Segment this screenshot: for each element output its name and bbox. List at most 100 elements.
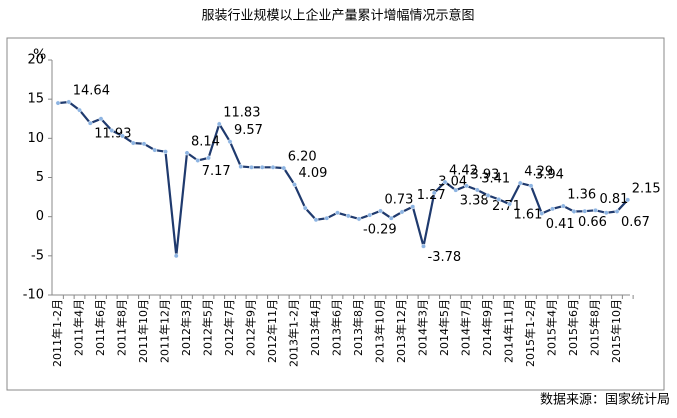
data-point: [442, 179, 448, 185]
data-point: [345, 213, 351, 219]
x-tick-label: 2012年7月: [222, 299, 236, 356]
data-label: 7.17: [202, 164, 231, 179]
data-label: 3.04: [438, 174, 467, 189]
data-point: [163, 149, 168, 155]
data-label: 3.93: [471, 167, 500, 182]
data-point: [206, 155, 211, 161]
data-point: [625, 197, 631, 203]
data-label: -0.29: [363, 222, 397, 237]
data-point: [614, 208, 620, 214]
data-point: [195, 158, 201, 163]
data-label: 1.61: [514, 208, 543, 223]
data-point: [292, 182, 297, 188]
data-label: 4.29: [524, 165, 553, 180]
plot-frame: [6, 37, 665, 391]
data-point: [593, 207, 598, 213]
data-label: 1.36: [567, 188, 596, 203]
x-tick-label: 2011年8月: [115, 299, 129, 356]
y-tick-label: 15: [27, 92, 44, 107]
data-label: 3.94: [535, 167, 564, 182]
y-tick-label: 0: [36, 209, 44, 224]
data-point: [77, 107, 82, 113]
data-label: 0.73: [385, 192, 414, 207]
x-tick-label: 2015年6月: [566, 299, 580, 356]
data-point: [356, 216, 362, 222]
x-tick-label: 2013年4月: [308, 299, 322, 356]
x-tick-label: 2013年12月: [394, 299, 408, 363]
data-point: [227, 139, 233, 145]
data-point: [141, 141, 147, 147]
x-tick-label: 2012年9月: [244, 299, 258, 356]
data-label: 3.38: [460, 194, 489, 209]
data-label: 2.15: [632, 181, 661, 196]
x-tick-label: 2015年10月: [609, 299, 623, 363]
x-tick-label: 2014年11月: [502, 299, 516, 363]
data-point: [270, 164, 276, 170]
x-tick-label: 2012年11月: [265, 299, 279, 363]
data-point: [324, 215, 330, 221]
x-tick-label: 2011年10月: [136, 299, 150, 363]
x-tick-label: 2014年3月: [416, 299, 430, 356]
data-point: [421, 243, 426, 249]
data-point: [184, 150, 190, 156]
data-point: [249, 164, 254, 170]
data-label: 0.81: [600, 192, 629, 207]
data-point: [238, 164, 244, 169]
x-tick-label: 2013年8月: [351, 299, 365, 356]
x-tick-label: 2013年10月: [373, 299, 387, 363]
data-label: -3.78: [428, 250, 462, 265]
data-label: 11.83: [223, 105, 260, 120]
y-tick-label: 5: [36, 170, 44, 185]
data-point: [335, 210, 340, 216]
chart-title: 服装行业规模以上企业产量累计增幅情况示意图: [201, 8, 474, 24]
y-unit: %: [33, 47, 46, 63]
data-point: [367, 212, 373, 218]
data-point: [98, 116, 104, 122]
data-point: [464, 183, 469, 189]
data-point: [55, 100, 61, 106]
data-point: [431, 190, 437, 196]
x-tick-label: 2012年5月: [201, 299, 215, 356]
data-point: [550, 206, 555, 212]
data-point: [603, 210, 609, 216]
data-point: [173, 253, 179, 259]
x-tick-label: 2011年12月: [158, 299, 172, 363]
source-note: 数据来源：国家统计局: [540, 392, 670, 408]
data-point: [517, 180, 523, 186]
data-point: [120, 133, 125, 139]
x-tick-label: 2011年1-2月: [50, 299, 64, 367]
y-tick-label: -10: [23, 288, 44, 303]
data-label: 9.57: [234, 123, 263, 138]
data-label: 6.20: [288, 150, 317, 165]
data-point: [130, 140, 136, 146]
data-point: [109, 128, 115, 133]
y-tick-label: -5: [31, 248, 44, 263]
data-label: 8.14: [191, 134, 220, 149]
data-point: [259, 164, 265, 170]
data-point: [87, 120, 93, 126]
data-point: [496, 196, 502, 202]
data-point: [453, 187, 459, 193]
data-point: [474, 187, 480, 193]
data-label: 4.09: [299, 166, 328, 181]
data-point: [66, 99, 72, 105]
data-point: [485, 192, 491, 198]
data-point: [378, 208, 383, 214]
data-point: [302, 205, 308, 211]
data-label: 0.67: [621, 215, 650, 230]
data-label: 0.66: [578, 215, 607, 230]
x-tick-label: 2013年1-2月: [287, 299, 301, 367]
x-tick-label: 2011年4月: [72, 299, 86, 356]
data-point: [528, 183, 534, 189]
data-point: [507, 201, 512, 207]
data-label: 14.64: [73, 83, 110, 98]
y-tick-label: 10: [27, 131, 44, 146]
x-tick-label: 2013年6月: [330, 299, 344, 356]
data-point: [399, 209, 405, 215]
data-label: 2.71: [492, 199, 521, 214]
x-tick-label: 2012年3月: [179, 299, 193, 356]
x-tick-label: 2011年6月: [93, 299, 107, 356]
data-point: [571, 209, 577, 214]
x-tick-label: 2015年4月: [545, 299, 559, 356]
